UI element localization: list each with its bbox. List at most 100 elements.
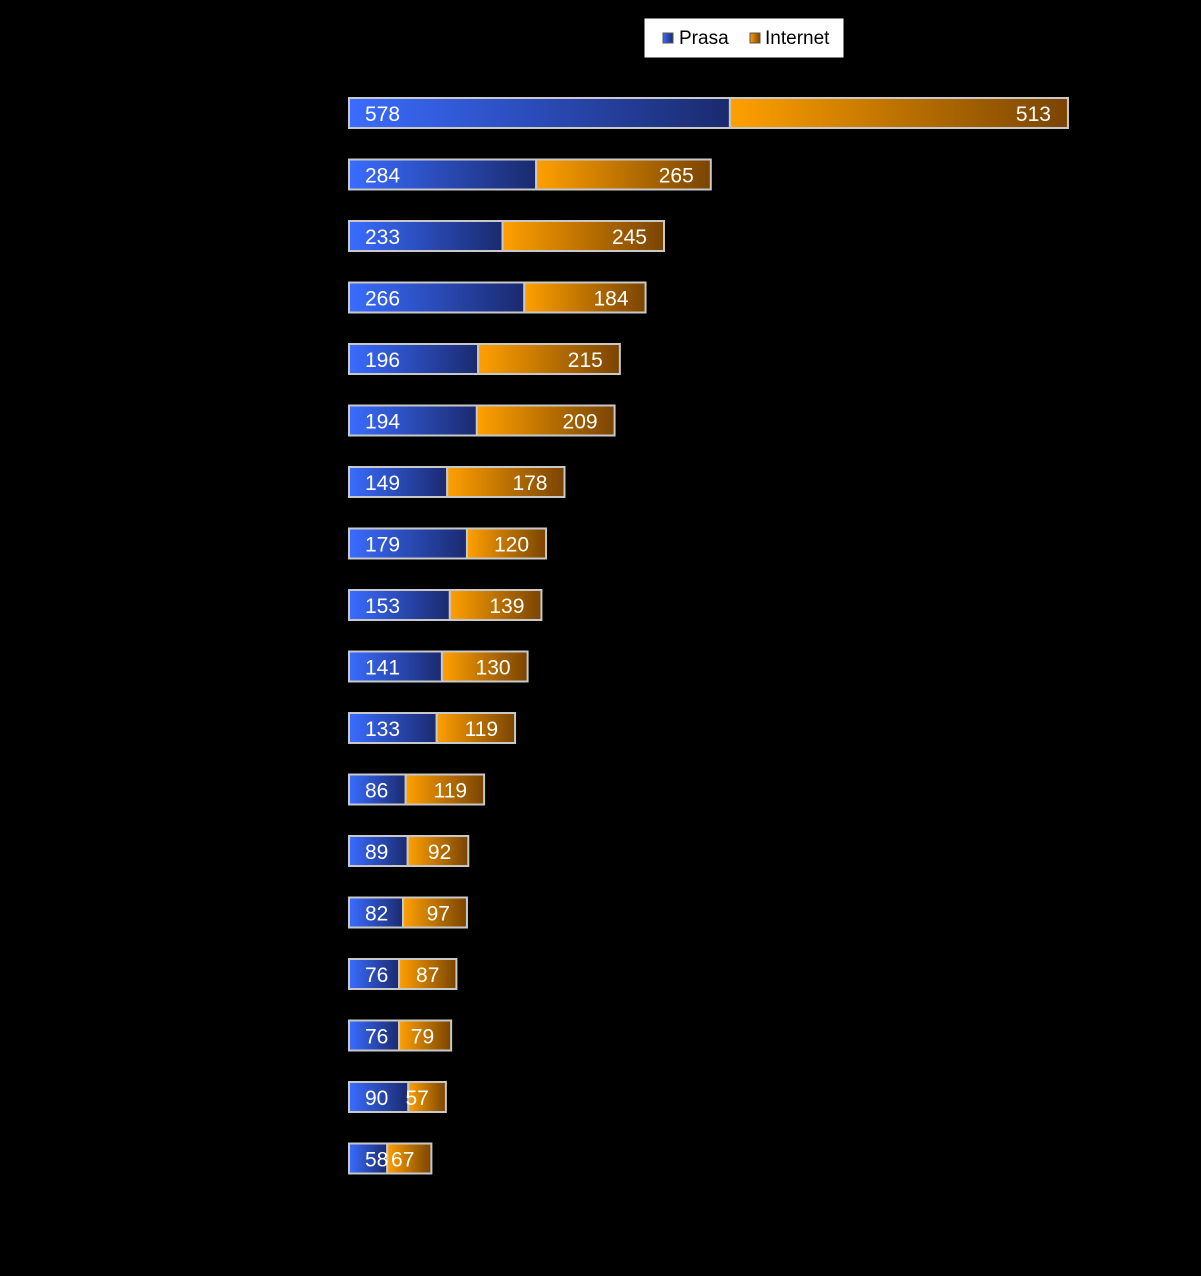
value-label-prasa: 86: [365, 780, 388, 803]
legend: Prasa Internet: [643, 17, 845, 59]
category-label: Wydarzenia Lokalne: [138, 902, 328, 925]
value-label-prasa: 89: [365, 841, 388, 864]
bar-internet: [406, 835, 470, 867]
legend-label-internet: Internet: [765, 28, 830, 49]
value-label-internet: 92: [428, 841, 451, 864]
bar-internet: [398, 958, 458, 990]
value-label-prasa: 58: [365, 1149, 388, 1172]
category-labels: Gazeta Ares Citynet Zawiercie Regionalne GK…: [38, 102, 328, 1171]
value-label-internet: 79: [411, 1026, 434, 1049]
bar-internet: [728, 97, 1069, 129]
value-label-prasa: 76: [365, 964, 388, 987]
legend-swatch-prasa: [662, 32, 674, 44]
value-label-internet: 184: [594, 288, 629, 311]
bar-internet: [465, 527, 548, 560]
value-label-internet: 513: [1016, 103, 1051, 126]
value-label-internet: 265: [659, 165, 694, 188]
x-tick-label: 400: [597, 1207, 629, 1228]
value-label-internet: 139: [489, 595, 524, 618]
value-label-prasa: 194: [365, 411, 400, 434]
x-tick-label: 0: [344, 1207, 355, 1228]
value-label-internet: 97: [427, 903, 450, 926]
value-label-internet: 87: [416, 964, 439, 987]
category-label: GKS Katowice: [193, 594, 328, 617]
category-label: Dziennik Regionalny: [137, 1086, 329, 1109]
value-label-internet: 209: [563, 411, 598, 434]
category-label: GKS Zagłębie: [197, 287, 328, 310]
bar-prasa: [348, 158, 538, 191]
category-label: Kronika Śląska: [188, 1024, 328, 1048]
legend-label-prasa: Prasa: [679, 28, 729, 49]
bar-internet: [435, 712, 517, 744]
bar-prasa: [348, 712, 438, 744]
value-label-prasa: 90: [365, 1087, 388, 1110]
value-label-internet: 245: [612, 226, 647, 249]
value-label-internet: 67: [391, 1149, 414, 1172]
bar-internet: [523, 281, 647, 314]
category-label: Gazeta Nowy Region: [130, 717, 328, 740]
bar-prasa: [348, 835, 409, 867]
legend-swatch-internet: [749, 32, 761, 44]
value-label-prasa: 233: [365, 226, 400, 249]
bar-prasa: [348, 1019, 401, 1052]
category-label: Gazeta: [260, 102, 328, 125]
bar-prasa: [348, 97, 731, 129]
bar-internet: [446, 466, 566, 498]
category-label: Ares Citynet: [214, 164, 329, 187]
value-label-prasa: 153: [365, 595, 400, 618]
value-label-prasa: 76: [365, 1026, 388, 1049]
bar-internet: [404, 773, 486, 806]
bars: 578 513 284 265 233 245 266 184 196 215 194 209 149 1…: [348, 97, 1069, 1175]
bar-internet: [501, 220, 666, 252]
bar-internet: [475, 404, 616, 437]
x-axis-ticks: 0 200 400 600 800 1000 1200: [344, 1207, 1161, 1228]
value-label-prasa: 141: [365, 657, 400, 680]
category-label: Informacje Regionalne Lokalne: [38, 779, 328, 802]
category-label: Zawiercie Regionalne: [126, 225, 328, 248]
category-label: Ośrodek Szkolenia: [152, 656, 329, 679]
value-label-internet: 120: [494, 534, 529, 557]
bar-internet: [402, 896, 468, 929]
x-tick-label: 1000: [987, 1207, 1029, 1228]
value-label-internet: 215: [568, 349, 603, 372]
category-label: Wiedza Lokalna: [179, 348, 329, 371]
bar-internet: [398, 1019, 453, 1052]
x-tick-label: 600: [729, 1207, 761, 1228]
value-label-prasa: 196: [365, 349, 400, 372]
bar-internet: [407, 1081, 447, 1113]
bar-prasa: [348, 343, 480, 375]
bar-prasa: [348, 896, 405, 929]
x-tick-label: 1200: [1119, 1207, 1161, 1228]
bar-internet: [386, 1142, 433, 1175]
bar-internet: [440, 650, 529, 683]
x-tick-label: 200: [465, 1207, 497, 1228]
bar-internet: [448, 589, 543, 621]
category-label: Gazeta Miejska: [183, 963, 328, 986]
value-label-prasa: 179: [365, 534, 400, 557]
bar-internet: [535, 158, 712, 191]
bar-prasa: [348, 281, 526, 314]
bar-prasa: [348, 773, 407, 806]
category-label: Sport Śląskie: [204, 532, 328, 556]
bar-prasa: [348, 589, 451, 621]
value-label-internet: 57: [406, 1087, 429, 1110]
bar-prasa: [348, 466, 449, 498]
bar-prasa: [348, 1142, 389, 1175]
value-label-internet: 119: [434, 780, 467, 803]
value-label-internet: 178: [512, 472, 547, 495]
category-label: GKS Tychy: [223, 840, 328, 863]
x-tick-label: 800: [860, 1207, 892, 1228]
bar-internet: [477, 343, 621, 375]
value-label-prasa: 133: [365, 718, 400, 741]
bar-prasa: [348, 220, 504, 252]
legend-box: [643, 17, 845, 59]
category-label: Zawodnik GKS: [188, 410, 328, 433]
value-label-internet: 130: [476, 657, 511, 680]
value-label-prasa: 82: [365, 903, 388, 926]
value-label-internet: 119: [465, 718, 498, 741]
value-label-prasa: 266: [365, 288, 400, 311]
bar-prasa: [348, 650, 443, 683]
value-label-prasa: 284: [365, 165, 400, 188]
